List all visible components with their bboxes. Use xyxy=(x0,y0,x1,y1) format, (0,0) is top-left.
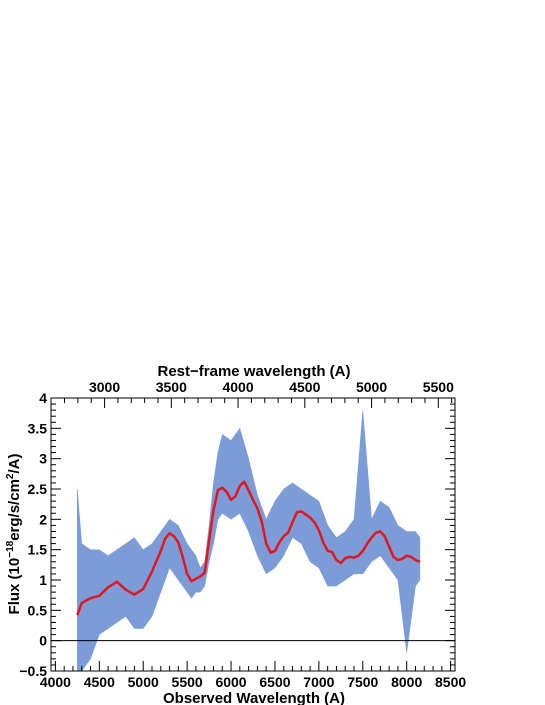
top-tick-label: 3000 xyxy=(89,379,120,395)
model-line xyxy=(76,480,421,616)
y-tick-label: 0 xyxy=(39,633,47,649)
x-tick-label: 8000 xyxy=(391,674,422,690)
top-tick-label: 4000 xyxy=(222,379,253,395)
top-tick-label: 5000 xyxy=(356,379,387,395)
y-axis-title-post: /A) xyxy=(6,454,23,474)
y-tick-label: 2 xyxy=(39,511,47,527)
x-tick-label: 5500 xyxy=(172,674,203,690)
x-tick-label: 7500 xyxy=(347,674,378,690)
flux-range-area-layer xyxy=(77,410,421,672)
y-axis-title-exp1: −18 xyxy=(5,540,16,557)
y-axis-title-pre: Flux (10 xyxy=(6,558,23,615)
y-tick-label: 1.5 xyxy=(28,542,48,558)
y-tick-label: −0.5 xyxy=(19,663,47,679)
y-axis-title-mid: erg/s/cm xyxy=(6,479,23,541)
y-axis-title-exp2: 2 xyxy=(5,473,16,479)
y-axis-title: Flux (10−18erg/s/cm2/A) xyxy=(5,454,23,615)
tick-marks xyxy=(51,397,455,672)
y-tick-label: 0.5 xyxy=(28,602,48,618)
y-tick-label: 3.5 xyxy=(28,420,48,436)
x-tick-label: 6000 xyxy=(215,674,246,690)
plot-frame xyxy=(50,397,456,672)
x-tick-label: 8500 xyxy=(435,674,466,690)
top-axis-title: Rest−frame wavelength (A) xyxy=(158,363,351,380)
x-tick-label: 4000 xyxy=(40,674,71,690)
y-tick-label: 3 xyxy=(39,451,47,467)
x-tick-label: 4500 xyxy=(84,674,115,690)
x-tick-label: 7000 xyxy=(303,674,334,690)
top-tick-labels: 3000 3500 4000 4500 5000 5500 xyxy=(89,379,454,395)
top-tick-label: 4500 xyxy=(289,379,320,395)
y-tick-label: 4 xyxy=(39,390,47,406)
x-tick-label: 5000 xyxy=(128,674,159,690)
top-tick-label: 5500 xyxy=(423,379,454,395)
y-tick-labels: −0.5 0 0.5 1 1.5 2 2.5 3 3.5 4 xyxy=(19,390,47,679)
y-tick-label: 2.5 xyxy=(28,481,48,497)
top-tick-label: 3500 xyxy=(156,379,187,395)
x-tick-labels: 4000 4500 5000 5500 6000 6500 7000 7500 8000 8500 xyxy=(40,674,467,690)
x-tick-label: 6500 xyxy=(259,674,290,690)
flux-range-area xyxy=(77,410,421,672)
y-tick-label: 1 xyxy=(39,572,47,588)
x-axis-title: Observed Wavelength (A) xyxy=(163,690,345,705)
model-line-layer xyxy=(76,480,421,616)
